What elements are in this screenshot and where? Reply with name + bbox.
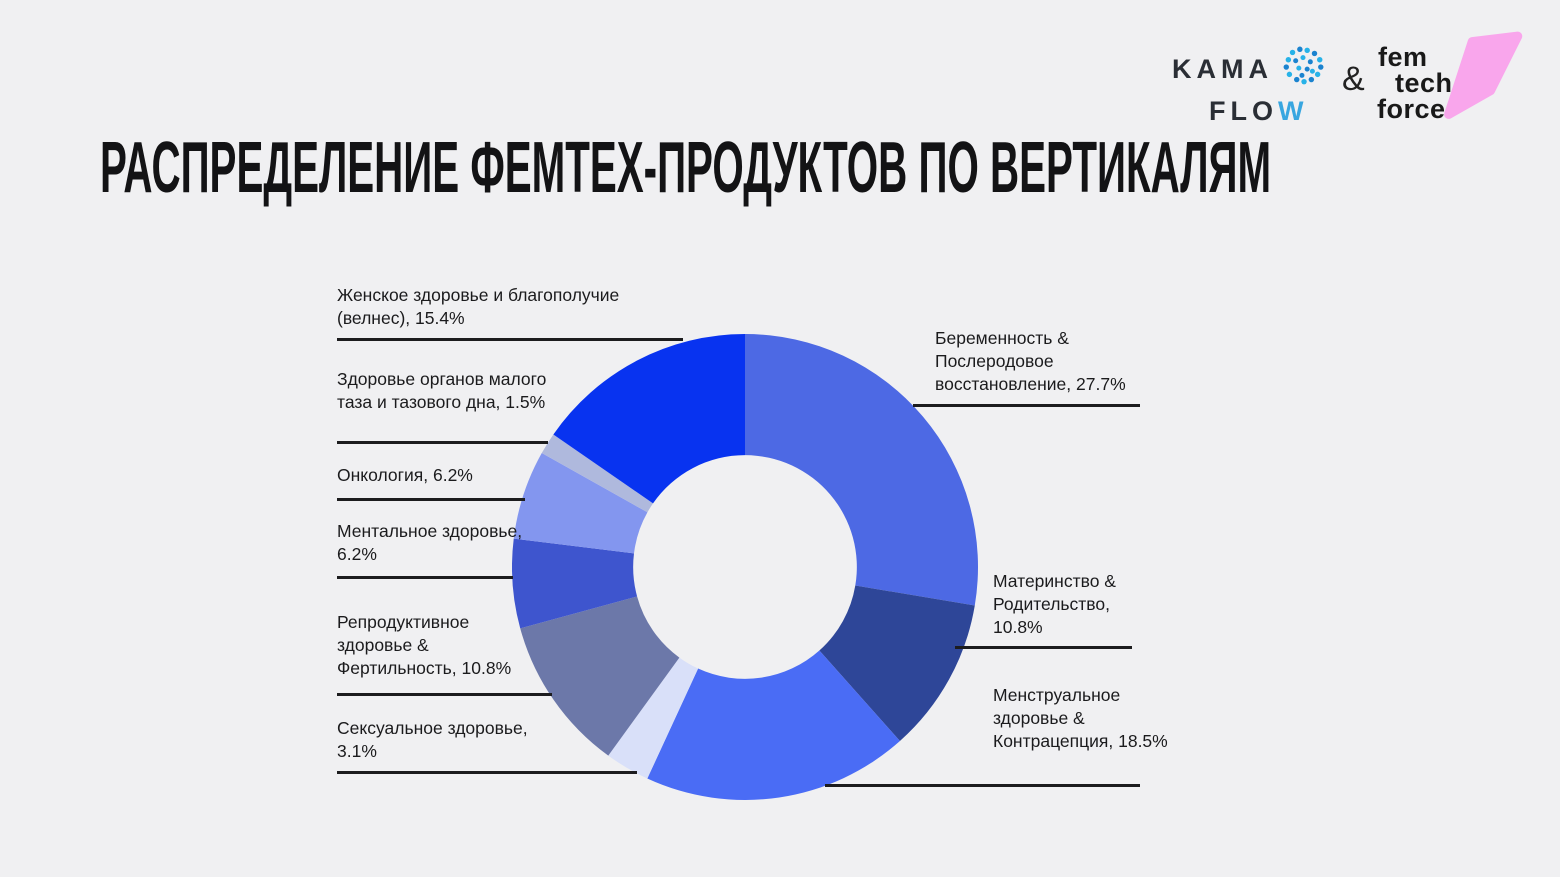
callout-mental-health: Ментальное здоровье, 6.2% (337, 521, 523, 564)
callout-line-menstrual (825, 784, 1140, 787)
callout-line-sexual-health (337, 771, 637, 774)
femtech-word-fem: fem (1378, 42, 1428, 72)
callout-menstrual: Менструальное здоровье & Контрацепция, 1… (993, 685, 1168, 751)
femtech-swoosh-icon (1444, 31, 1523, 119)
callout-pelvic-health: Здоровье органов малого таза и тазового … (337, 369, 547, 412)
femtech-word-force: force (1377, 94, 1446, 124)
callout-oncology: Онкология, 6.2% (337, 465, 473, 485)
callout-pregnancy: Беременность & Послеродовое восстановлен… (935, 328, 1126, 394)
callout-line-pelvic-health (337, 441, 548, 444)
donut-slice-2 (647, 650, 900, 800)
callout-wellness: Женское здоровье и благополучие (велнес)… (337, 285, 620, 328)
kama-flow-logo: KAMA FLOW (1172, 46, 1337, 132)
callout-reproductive: Репродуктивное здоровье & Фертильность, … (337, 612, 512, 678)
callout-line-motherhood (955, 646, 1132, 649)
donut-slice-6 (513, 453, 648, 554)
callout-sexual-health: Сексуальное здоровье, 3.1% (337, 718, 528, 761)
kama-flow-flo: FLO (1209, 96, 1278, 126)
donut-slice-7 (541, 434, 654, 513)
femtech-word-tech: tech (1395, 68, 1453, 98)
donut-slice-3 (608, 657, 699, 779)
callout-line-mental-health (337, 576, 513, 579)
page-title: РАСПРЕДЕЛЕНИЕ ФЕМТЕХ-ПРОДУКТОВ ПО ВЕРТИК… (100, 128, 1272, 208)
callout-motherhood: Материнство & Родительство, 10.8% (993, 571, 1116, 637)
callout-line-oncology (337, 498, 525, 501)
callout-line-pregnancy (913, 404, 1140, 407)
donut-slice-0 (745, 334, 978, 606)
donut-slice-8 (553, 334, 745, 504)
kama-flow-wordmark-bottom: FLOW (1209, 96, 1308, 127)
kama-flow-w: W (1278, 96, 1309, 126)
header-logos: KAMA FLOW & (1170, 28, 1530, 133)
femtech-force-logo: fem tech force (1370, 28, 1525, 133)
donut-chart (512, 334, 978, 800)
logo-ampersand: & (1342, 60, 1365, 98)
callout-line-wellness (337, 338, 683, 341)
brain-icon (1283, 46, 1324, 85)
donut-slice-5 (512, 538, 638, 629)
kama-flow-wordmark-top: KAMA (1172, 54, 1273, 84)
donut-slice-1 (819, 585, 975, 742)
callout-line-reproductive (337, 693, 552, 696)
donut-slice-4 (520, 596, 680, 756)
